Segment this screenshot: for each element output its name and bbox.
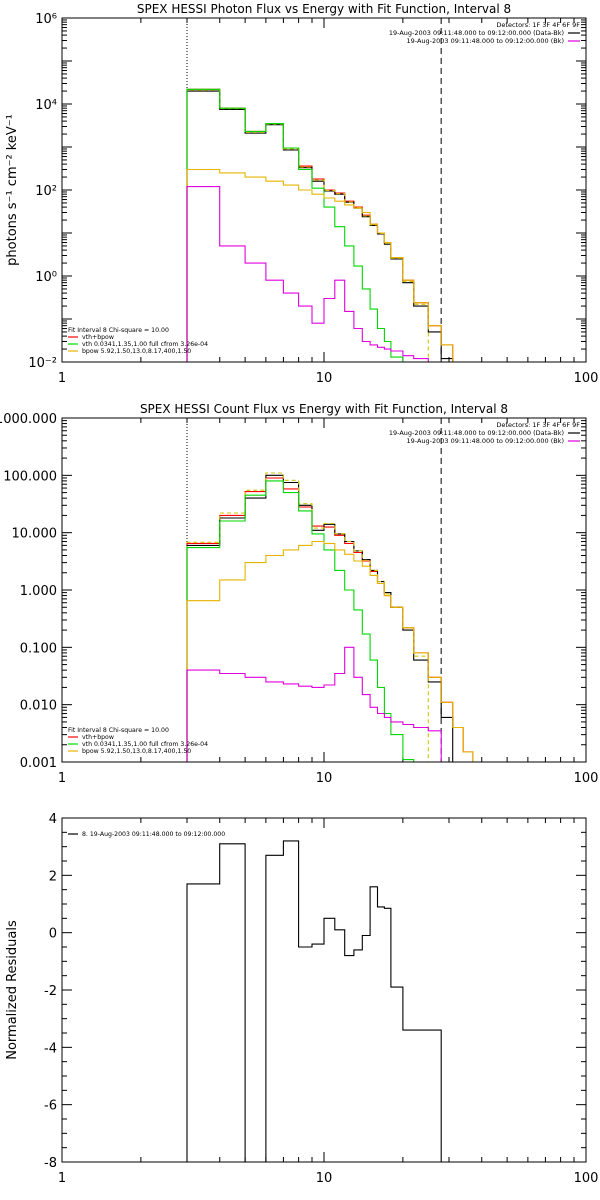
- y-tick-label: 10.000: [12, 527, 58, 542]
- legend-entry: 19-Aug-2003 09:11:48.000 to 09:12:00.000…: [407, 37, 564, 45]
- series-bpow: [186, 168, 454, 362]
- series-bpow: [186, 540, 474, 762]
- legend-entry: Fit Interval 8 Chi-square = 10.00: [68, 727, 169, 734]
- y-tick-label: 10⁴: [35, 98, 57, 113]
- x-tick-label: 10: [316, 1171, 333, 1186]
- series-group: [186, 88, 454, 362]
- legend-entry: vth 0.0341,1.35,1.00 full cfrom 3.26e-04: [82, 741, 208, 748]
- legend-entry: Detectors: 1F 3F 4F 6F 9F: [496, 21, 580, 29]
- series-vth: [186, 88, 404, 362]
- y-tick-label: 4: [49, 812, 57, 827]
- legend-entry: 19-Aug-2003 09:11:48.000 to 09:12:00.000…: [389, 29, 564, 37]
- y-tick-label: -8: [44, 1156, 57, 1171]
- series-group: [186, 840, 442, 1162]
- chart-1: SPEX HESSI Photon Flux vs Energy with Fi…: [5, 2, 599, 386]
- x-tick-label: 1: [58, 771, 66, 786]
- series-total_fit: [186, 477, 474, 762]
- y-tick-label: 0: [49, 927, 57, 942]
- series-data_dashed: [186, 472, 429, 762]
- y-tick-label: 10²: [35, 184, 57, 199]
- y-tick-label: 10⁶: [35, 12, 57, 27]
- y-tick-label: 1.000: [20, 584, 57, 599]
- series-total_fit: [186, 88, 454, 362]
- legend-entry: 19-Aug-2003 09:11:48.000 to 09:12:00.000…: [407, 437, 564, 445]
- legend-entry: Detectors: 1F 3F 4F 6F 9F: [496, 421, 580, 429]
- x-tick-label: 10: [316, 371, 333, 386]
- legend-entry: 19-Aug-2003 09:11:48.000 to 09:12:00.000…: [389, 429, 564, 437]
- plot-frame: [61, 17, 587, 363]
- y-tick-label: 0.010: [20, 699, 57, 714]
- y-axis-label: Normalized Residuals: [5, 920, 20, 1060]
- plot-frame: [61, 417, 587, 763]
- x-tick-label: 1: [58, 371, 66, 386]
- x-tick-label: 100: [574, 1171, 599, 1186]
- chart-3: Normalized Residuals 1 10 100 -8 -6 -4 -2 0 2 4 8. …: [5, 812, 599, 1186]
- y-tick-label: 10⁰: [35, 270, 57, 285]
- series-data_bk: [186, 474, 454, 762]
- y-tick-label: -4: [44, 1041, 57, 1056]
- plot-frame: [61, 817, 587, 1163]
- legend-entry: bpow 5.92,1.50,13.0,8.17,400,1.50: [82, 748, 191, 755]
- legend-entry: vth+bpow: [82, 734, 114, 741]
- y-tick-label: 0.100: [20, 641, 57, 656]
- y-tick-label: 100.000: [3, 469, 57, 484]
- x-tick-label: 1: [58, 1171, 66, 1186]
- x-tick-label: 100: [574, 371, 599, 386]
- legend-entry: vth 0.0341,1.35,1.00 full cfrom 3.26e-04: [82, 341, 208, 348]
- y-tick-label: -6: [44, 1099, 57, 1114]
- legend-entry: Fit Interval 8 Chi-square = 10.00: [68, 327, 169, 334]
- y-tick-label: 1000.000: [0, 412, 57, 427]
- legend-entry: bpow 5.92,1.50,13.0,8.17,400,1.50: [82, 348, 191, 355]
- series-bk: [186, 646, 442, 762]
- y-tick-label: 10⁻²: [28, 356, 57, 371]
- series-data_dashed: [186, 89, 429, 362]
- legend-entry: 8. 19-Aug-2003 09:11:48.000 to 09:12:00.…: [82, 831, 225, 838]
- x-tick-label: 100: [574, 771, 599, 786]
- x-tick-label: 10: [316, 771, 333, 786]
- series-vth: [186, 480, 415, 762]
- y-tick-label: 0.001: [20, 756, 57, 771]
- y-tick-label: 2: [49, 869, 57, 884]
- series-group: [186, 472, 474, 762]
- y-tick-label: -2: [44, 984, 57, 999]
- y-axis-label: photons s⁻¹ cm⁻² keV⁻¹: [5, 114, 20, 266]
- legend-entry: vth+bpow: [82, 334, 114, 341]
- series-bk: [186, 186, 429, 362]
- series-residuals: [186, 840, 442, 1162]
- chart-title: SPEX HESSI Photon Flux vs Energy with Fi…: [137, 2, 511, 16]
- chart-2: SPEX HESSI Count Flux vs Energy with Fit…: [0, 402, 599, 786]
- chart-title: SPEX HESSI Count Flux vs Energy with Fit…: [140, 402, 508, 416]
